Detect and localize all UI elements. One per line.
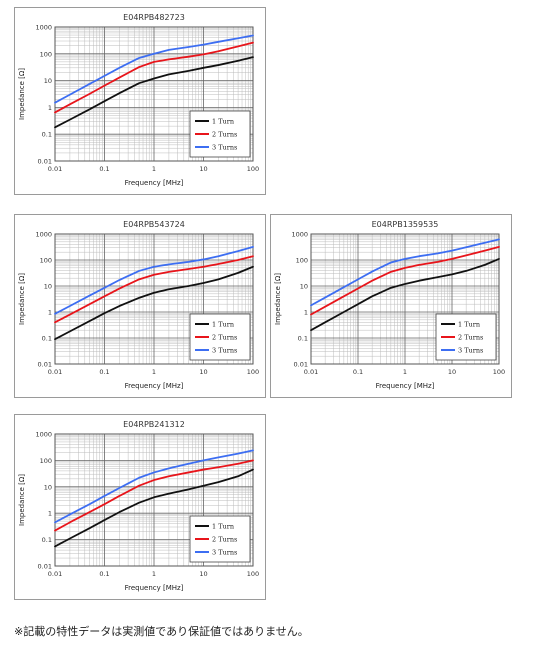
series-line-3 (54, 449, 254, 524)
x-tick-label: 1 (403, 368, 407, 376)
x-tick-label: 10 (448, 368, 456, 376)
x-tick-label: 0.01 (48, 570, 62, 578)
y-tick-label: 0.1 (42, 536, 52, 544)
y-tick-label: 1 (48, 309, 52, 317)
y-tick-label: 1 (48, 104, 52, 112)
y-tick-label: 100 (40, 50, 52, 58)
y-tick-label: 10 (44, 283, 52, 291)
x-axis-label: Frequency [MHz] (125, 179, 184, 187)
x-tick-label: 1 (152, 165, 156, 173)
plot-border (54, 433, 254, 567)
legend-label-1: 1 Turn (212, 321, 234, 329)
y-axis-label: Impedance [Ω] (18, 474, 26, 526)
x-tick-label: 100 (247, 368, 259, 376)
series-line-3 (310, 238, 500, 307)
x-tick-label: 100 (493, 368, 505, 376)
x-tick-label: 10 (199, 165, 207, 173)
x-tick-label: 0.1 (353, 368, 363, 376)
chart-title: E04RPB543724 (123, 220, 185, 229)
x-tick-label: 1 (152, 570, 156, 578)
y-tick-label: 0.1 (42, 131, 52, 139)
legend: 1 Turn 2 Turns 3 Turns (435, 313, 497, 361)
legend-label-2: 2 Turns (212, 334, 237, 342)
y-axis-label: Impedance [Ω] (18, 273, 26, 325)
disclaimer-note: ※記載の特性データは実測値であり保証値ではありません。 (14, 625, 309, 638)
legend-label-3: 3 Turns (212, 347, 237, 355)
legend: 1 Turn 2 Turns 3 Turns (189, 313, 251, 361)
legend-label-2: 2 Turns (212, 131, 237, 139)
x-tick-label: 0.1 (99, 368, 109, 376)
y-tick-label: 0.1 (42, 335, 52, 343)
legend-label-2: 2 Turns (458, 334, 483, 342)
series-line-2 (54, 459, 254, 532)
y-tick-label: 0.01 (38, 563, 52, 571)
y-tick-label: 1000 (35, 231, 52, 239)
y-tick-label: 0.01 (38, 361, 52, 369)
y-tick-label: 0.01 (38, 158, 52, 166)
chart-panel-2: E04RPB543724 0.01 0.1 1 10 100 1000 100 10 1 0.1 0.… (14, 214, 266, 398)
impedance-chart-1: E04RPB482723 0.01 0.1 1 10 100 1000 100 10 1 0.1 0.… (18, 13, 259, 187)
y-tick-label: 1000 (35, 431, 52, 439)
legend-label-3: 3 Turns (212, 549, 237, 557)
x-tick-label: 0.1 (99, 570, 109, 578)
x-tick-label: 0.01 (48, 368, 62, 376)
x-axis-label: Frequency [MHz] (125, 584, 184, 592)
chart-panel-4: E04RPB241312 0.01 0.1 1 10 100 1000 100 10 1 0.1 0.… (14, 414, 266, 600)
y-axis-label: Impedance [Ω] (274, 273, 282, 325)
y-tick-label: 10 (300, 283, 308, 291)
x-tick-label: 10 (199, 368, 207, 376)
x-tick-label: 0.01 (304, 368, 318, 376)
x-tick-label: 100 (247, 165, 259, 173)
y-tick-label: 100 (40, 457, 52, 465)
impedance-chart-3: E04RPB1359535 0.01 0.1 1 10 100 1000 100 10 1 0.1 0… (274, 220, 505, 390)
plot-border (310, 233, 500, 365)
series-line-2 (310, 245, 500, 316)
chart-panel-3: E04RPB1359535 0.01 0.1 1 10 100 1000 100 10 1 0.1 0… (270, 214, 512, 398)
series-line-2 (54, 41, 254, 114)
y-tick-label: 1000 (291, 231, 308, 239)
plot-border (54, 233, 254, 365)
impedance-chart-4: E04RPB241312 0.01 0.1 1 10 100 1000 100 10 1 0.1 0.… (18, 420, 259, 592)
y-tick-label: 1 (304, 309, 308, 317)
y-tick-label: 100 (40, 257, 52, 265)
series-line-3 (54, 245, 254, 315)
legend-label-1: 1 Turn (212, 523, 234, 531)
impedance-chart-2: E04RPB543724 0.01 0.1 1 10 100 1000 100 10 1 0.1 0.… (18, 220, 259, 390)
series-line-1 (54, 468, 254, 548)
chart-title: E04RPB241312 (123, 420, 185, 429)
legend: 1 Turn 2 Turns 3 Turns (189, 515, 251, 563)
y-tick-label: 10 (44, 483, 52, 491)
y-tick-label: 1000 (35, 24, 52, 32)
grid-lines (54, 433, 254, 567)
legend-label-1: 1 Turn (458, 321, 480, 329)
plot-border (54, 26, 254, 162)
y-tick-label: 10 (44, 77, 52, 85)
series-line-2 (54, 255, 254, 324)
series-line-1 (54, 265, 254, 341)
y-tick-label: 100 (296, 257, 308, 265)
legend-label-3: 3 Turns (458, 347, 483, 355)
x-tick-label: 0.1 (99, 165, 109, 173)
legend-label-3: 3 Turns (212, 144, 237, 152)
legend: 1 Turn 2 Turns 3 Turns (189, 110, 251, 158)
y-tick-label: 0.01 (294, 361, 308, 369)
y-axis-label: Impedance [Ω] (18, 68, 26, 120)
legend-label-2: 2 Turns (212, 536, 237, 544)
x-axis-label: Frequency [MHz] (125, 382, 184, 390)
x-tick-label: 100 (247, 570, 259, 578)
series-line-1 (54, 56, 254, 129)
x-tick-label: 1 (152, 368, 156, 376)
x-axis-label: Frequency [MHz] (376, 382, 435, 390)
series-line-3 (54, 34, 254, 104)
chart-title: E04RPB1359535 (372, 220, 439, 229)
y-tick-label: 1 (48, 510, 52, 518)
chart-panel-1: E04RPB482723 0.01 0.1 1 10 100 1000 100 10 1 0.1 0.… (14, 7, 266, 195)
x-tick-label: 0.01 (48, 165, 62, 173)
x-tick-label: 10 (199, 570, 207, 578)
series-line-1 (310, 258, 500, 332)
legend-label-1: 1 Turn (212, 118, 234, 126)
chart-title: E04RPB482723 (123, 13, 185, 22)
y-tick-label: 0.1 (298, 335, 308, 343)
